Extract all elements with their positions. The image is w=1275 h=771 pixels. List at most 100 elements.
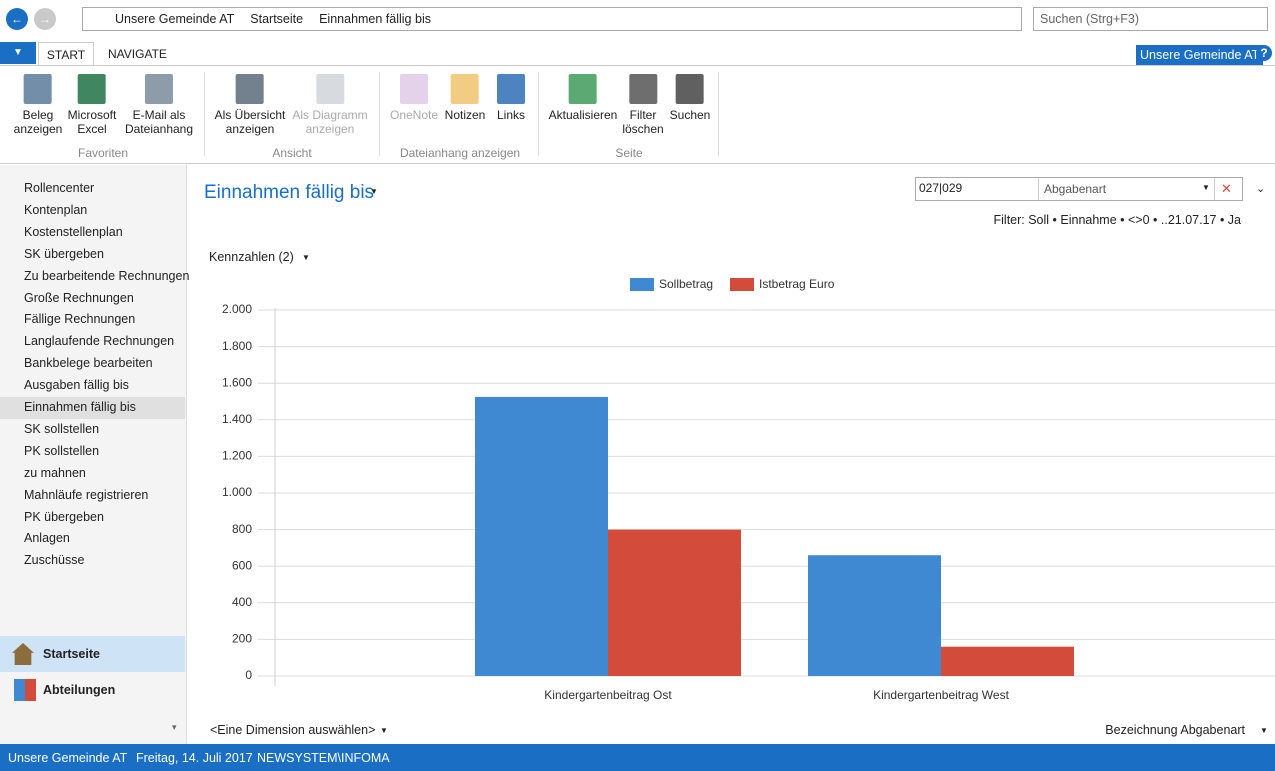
address-bar xyxy=(0,0,1275,40)
clear-filter[interactable]: ✕ xyxy=(1221,181,1232,196)
nav-item[interactable]: Bankbelege bearbeiten xyxy=(24,356,153,371)
help-button[interactable]: ? xyxy=(1256,45,1272,61)
filter-value[interactable]: 027|029 xyxy=(919,181,963,195)
button-label[interactable]: Suchen xyxy=(669,108,711,122)
button-label[interactable]: Beleg xyxy=(22,108,54,122)
chart: 0 200 400 600 800 1.000 1.200 1.400 1.600 1.800 2.… xyxy=(222,277,1275,702)
ribbon-button[interactable]: Als Diagramm anzeigen xyxy=(292,74,368,136)
legend-label: Istbetrag Euro xyxy=(759,277,835,291)
ribbon-button[interactable]: OneNote xyxy=(390,74,438,122)
filter-box[interactable]: 027|029 Abgabenart ▼ ✕ xyxy=(915,177,1243,201)
dropdown-arrow[interactable]: ▼ xyxy=(370,187,378,196)
y-tick-label: 800 xyxy=(232,522,252,536)
button-label[interactable]: Links xyxy=(496,108,526,122)
collapse-toggle[interactable]: ⌄ xyxy=(1256,183,1266,195)
app-menu[interactable]: ▼ xyxy=(0,42,36,64)
nav-item[interactable]: PK übergeben xyxy=(24,509,104,524)
nav-item[interactable]: Fällige Rechnungen xyxy=(24,312,136,327)
x-tick-label: Kindergartenbeitrag West xyxy=(873,688,1010,702)
nav-item[interactable]: PK sollstellen xyxy=(24,443,100,458)
breadcrumb-item[interactable]: Unsere Gemeinde AT xyxy=(115,12,235,26)
button-label[interactable]: Als Diagramm xyxy=(292,108,368,122)
y-tick-label: 600 xyxy=(232,558,252,572)
button-label[interactable]: anzeigen xyxy=(305,122,355,136)
button-label[interactable]: Filter xyxy=(629,108,657,122)
expand-arrow[interactable]: ▾ xyxy=(172,722,177,732)
ribbon-button[interactable]: Links xyxy=(496,74,526,122)
nav-item[interactable]: Zu bearbeitende Rechnungen xyxy=(24,268,190,283)
ribbon-button[interactable]: Microsoft Excel xyxy=(67,74,117,136)
ribbon-button[interactable]: Beleg anzeigen xyxy=(13,74,63,136)
section-link[interactable]: Startseite xyxy=(43,647,100,661)
departments-icon xyxy=(14,679,36,701)
status-company: Unsere Gemeinde AT xyxy=(8,751,128,765)
dropdown-arrow[interactable]: ▼ xyxy=(380,726,388,735)
nav-item[interactable]: Zuschüsse xyxy=(24,553,85,568)
nav-item[interactable]: Anlagen xyxy=(24,531,70,546)
breadcrumb-item[interactable]: Einnahmen fällig bis xyxy=(319,12,431,26)
breadcrumb-box[interactable]: Unsere Gemeinde AT Startseite Einnahmen fä… xyxy=(82,7,1022,31)
nav-item[interactable]: Kontenplan xyxy=(24,202,88,217)
ribbon-tab[interactable]: NAVIGATE xyxy=(108,47,167,61)
nav-item[interactable]: Große Rechnungen xyxy=(24,290,134,305)
button-label[interactable]: E-Mail als xyxy=(132,108,186,122)
ribbon-button[interactable]: E-Mail als Dateianhang xyxy=(125,74,193,136)
button-icon xyxy=(451,74,479,104)
nav-item[interactable]: Ausgaben fällig bis xyxy=(24,378,129,393)
legend-label: Sollbetrag xyxy=(659,277,713,291)
status-date: Freitag, 14. Juli 2017 xyxy=(136,751,253,765)
forward-button[interactable]: → xyxy=(34,8,56,30)
ribbon-button[interactable]: Notizen xyxy=(444,74,486,122)
button-label[interactable]: OneNote xyxy=(389,108,439,122)
ribbon-group-label: Favoriten xyxy=(77,146,129,160)
button-icon xyxy=(236,74,264,104)
nav-item[interactable]: Einnahmen fällig bis xyxy=(24,400,136,414)
ribbon-button[interactable]: Suchen xyxy=(669,74,711,122)
button-icon xyxy=(315,74,344,104)
button-label[interactable]: anzeigen xyxy=(13,122,63,136)
filter-field[interactable]: Abgabenart xyxy=(1044,182,1107,196)
page-title[interactable]: Einnahmen fällig bis xyxy=(204,182,375,203)
nav-item[interactable]: zu mahnen xyxy=(24,465,86,480)
ribbon-button[interactable]: Als Übersicht anzeigen xyxy=(214,74,286,136)
section-link[interactable]: Abteilungen xyxy=(43,683,116,697)
bar xyxy=(475,396,608,676)
company-button[interactable]: Unsere Gemeinde AT xyxy=(1136,45,1264,65)
button-label[interactable]: anzeigen xyxy=(225,122,275,136)
button-label[interactable]: Aktualisieren xyxy=(548,108,618,122)
ribbon-tab[interactable]: START xyxy=(38,42,94,66)
button-label[interactable]: Microsoft xyxy=(67,108,117,122)
dropdown-arrow[interactable]: ▼ xyxy=(1202,183,1210,192)
ribbon-button[interactable]: Filter löschen xyxy=(622,74,664,136)
button-label[interactable]: Dateianhang xyxy=(124,122,194,136)
nav-item[interactable]: Kostenstellenplan xyxy=(24,224,123,239)
dropdown-arrow[interactable]: ▼ xyxy=(302,253,310,262)
button-label[interactable]: Notizen xyxy=(444,108,486,122)
ribbon-button[interactable]: Aktualisieren xyxy=(548,74,618,122)
y-tick-label: 200 xyxy=(232,632,252,646)
button-label[interactable]: Excel xyxy=(77,122,107,136)
dimension-selector[interactable]: <Eine Dimension auswählen> xyxy=(210,723,376,737)
measures-selector[interactable]: Kennzahlen (2) xyxy=(209,250,294,264)
ribbon-group-label: Dateianhang anzeigen xyxy=(399,146,521,160)
y-tick-label: 1.000 xyxy=(222,485,252,499)
back-button[interactable]: ← xyxy=(6,8,28,30)
y-tick-label: 1.400 xyxy=(222,412,252,426)
breadcrumb-item[interactable]: Startseite xyxy=(250,12,304,26)
nav-item[interactable]: Rollencenter xyxy=(24,181,95,195)
nav-item[interactable]: SK übergeben xyxy=(24,246,104,261)
button-label[interactable]: löschen xyxy=(622,122,664,136)
dropdown-arrow[interactable]: ▼ xyxy=(1260,726,1268,735)
search-box[interactable]: Suchen (Strg+F3) xyxy=(1033,7,1268,31)
nav-item[interactable]: Langlaufende Rechnungen xyxy=(24,334,175,349)
button-icon xyxy=(78,74,106,104)
ribbon-separator xyxy=(538,72,539,156)
nav-item[interactable]: SK sollstellen xyxy=(24,421,100,436)
filter-text: Filter: Soll • Einnahme • <>0 • ..21.07.… xyxy=(993,213,1242,227)
button-label[interactable]: Als Übersicht xyxy=(214,108,286,122)
x-field-selector[interactable]: Bezeichnung Abgabenart xyxy=(1105,723,1245,737)
button-icon xyxy=(629,74,657,104)
nav-item[interactable]: Mahnläufe registrieren xyxy=(24,487,149,502)
home-icon xyxy=(12,643,34,665)
ribbon-group-label: Seite xyxy=(615,146,643,160)
